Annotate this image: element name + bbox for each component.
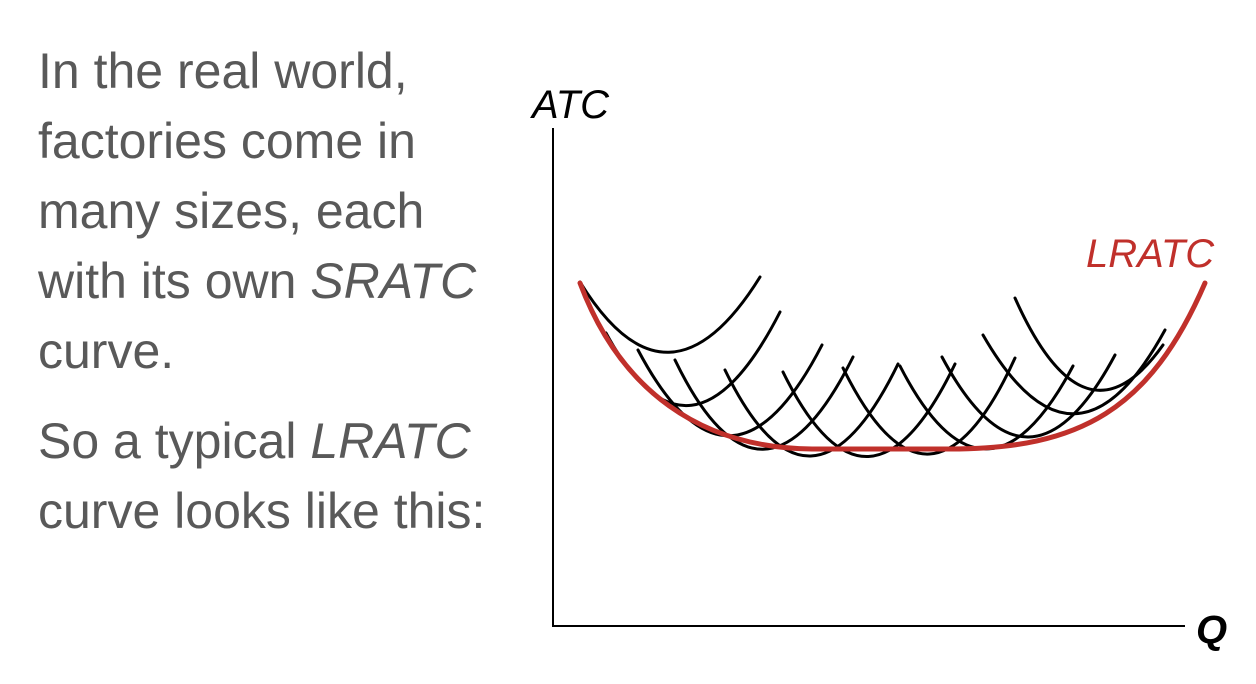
p2-run-0: So a typical <box>38 413 311 469</box>
p1-run-2: curve. <box>38 253 490 379</box>
p1-run-0: In the real world, factories come in man… <box>38 43 439 309</box>
sratc-curve-6 <box>781 362 957 458</box>
sratc-curve-5 <box>723 362 900 458</box>
x-axis-label: Q <box>1196 608 1227 652</box>
lratc-curve <box>577 280 1208 452</box>
lratc-label: LRATC <box>1086 232 1215 276</box>
sratc-curve-9 <box>940 353 1117 439</box>
p2-run-1: LRATC <box>310 413 471 469</box>
explanation-text: In the real world, factories come in man… <box>38 36 498 566</box>
paragraph-1: In the real world, factories come in man… <box>38 36 498 386</box>
p2-run-2: curve looks like this: <box>38 413 486 539</box>
sratc-curve-11 <box>1013 296 1165 392</box>
sratc-curve-4 <box>673 355 855 451</box>
sratc-curve-7 <box>841 356 1017 456</box>
sratc-curve-1 <box>578 275 762 354</box>
y-axis-label: ATC <box>530 83 610 127</box>
sratc-curve-3 <box>636 343 824 438</box>
paragraph-2: So a typical LRATC curve looks like this… <box>38 406 498 546</box>
sratc-curve-10 <box>981 328 1167 416</box>
p1-run-1: SRATC <box>310 253 477 309</box>
